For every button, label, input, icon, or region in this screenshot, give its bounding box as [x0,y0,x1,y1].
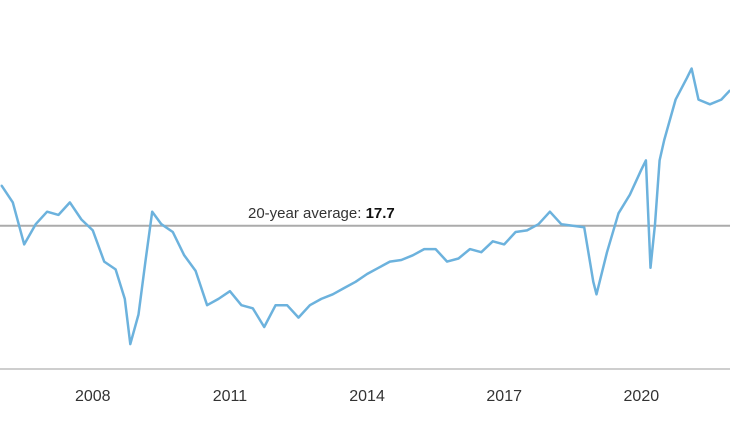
data-point [526,229,528,232]
data-point [649,266,652,269]
data-point [160,223,163,226]
data-point [697,98,700,101]
data-point [514,231,517,233]
data-point [617,212,620,215]
data-point [686,77,688,79]
data-point [144,260,147,263]
data-point [480,251,483,254]
data-point [446,260,448,263]
data-point [46,210,48,213]
data-point [674,98,677,101]
data-point [240,304,243,306]
data-point [297,316,300,319]
data-point [537,223,540,226]
data-point [11,201,14,204]
data-point [400,259,403,261]
data-point [23,243,26,246]
data-point [411,254,414,257]
data-point [229,290,231,292]
data-point [263,326,266,328]
data-point [0,184,3,187]
data-point [560,223,563,226]
data-point [423,248,425,250]
data-point [320,298,323,300]
x-tick-label: 2017 [486,388,522,405]
data-point [663,139,665,141]
data-point [69,201,71,204]
data-point [171,231,174,233]
data-point [720,98,723,101]
data-point [137,313,140,316]
data-point [183,254,186,257]
data-point [57,214,60,216]
data-point [251,307,254,310]
data-point [571,224,574,227]
data-point [595,293,598,296]
data-point [343,287,346,289]
data-point [434,248,437,250]
data-point [469,248,471,250]
x-tick-label: 2011 [213,388,248,405]
data-point [103,260,106,263]
x-axis-ticks: 2008 2011 2014 2017 2020 [75,388,659,405]
data-point [366,273,368,275]
data-point [592,281,595,283]
data-point [549,210,551,213]
data-point [80,218,83,221]
series-group [0,67,730,346]
data-point [91,229,94,232]
data-point [151,210,154,213]
x-tick-label: 2014 [349,388,385,405]
data-point [583,226,585,229]
data-point [640,168,643,171]
series-line [0,67,730,346]
data-point [629,193,631,196]
data-point [123,298,126,300]
data-point [354,281,357,283]
data-point [129,343,132,345]
data-point [389,260,391,263]
data-point [206,304,208,306]
data-point [286,304,288,306]
data-point [274,304,277,306]
data-point [457,257,460,260]
average-value: 17.7 [366,205,395,222]
data-point [503,243,505,246]
data-point [491,240,494,243]
average-label: 20-year average: 17.7 [248,205,395,222]
data-point [377,266,380,269]
data-point [658,159,661,162]
data-point [331,293,334,296]
data-point [645,159,647,162]
data-point [606,251,608,254]
data-point [309,304,311,306]
x-tick-label: 2008 [75,388,111,405]
data-point [654,223,656,226]
data-point [34,223,37,226]
data-point [709,103,711,106]
x-tick-label: 2020 [624,388,660,405]
average-label-text: 20-year average: [248,205,366,222]
data-point [194,270,197,272]
data-point [114,268,117,271]
data-point [217,298,220,300]
data-point [690,67,693,70]
